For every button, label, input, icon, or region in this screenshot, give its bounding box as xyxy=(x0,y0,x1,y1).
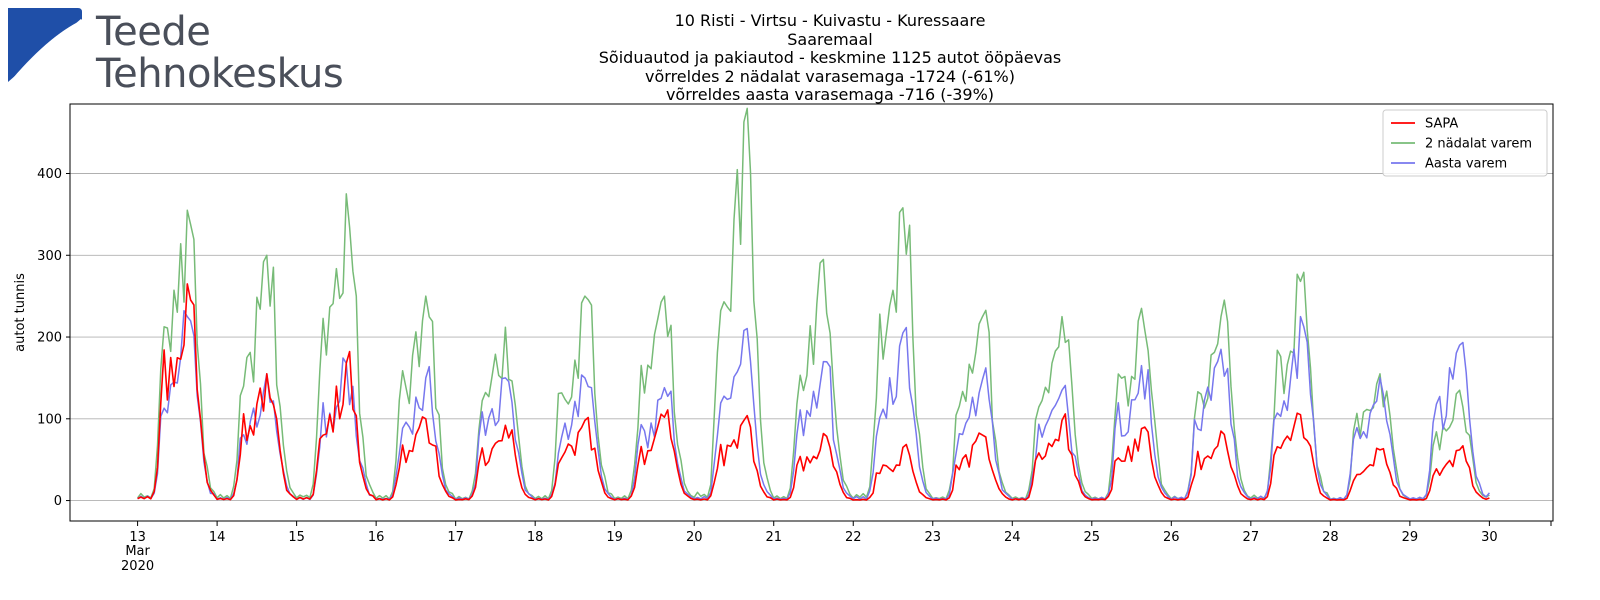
series-line-aasta-varem xyxy=(137,309,1490,501)
x-tick-label: 18 xyxy=(527,530,544,545)
y-axis-label: autot tunnis xyxy=(13,273,28,352)
plot-frame xyxy=(69,103,1554,522)
x-tick-sublabel: Mar xyxy=(125,544,150,559)
series-line-sapa xyxy=(137,283,1490,501)
title-line-5: võrreldes aasta varasemaga -716 (-39%) xyxy=(665,85,995,104)
x-tick-label: 14 xyxy=(209,530,226,545)
y-tick-label: 0 xyxy=(54,494,62,509)
x-tick-label: 24 xyxy=(1004,530,1021,545)
x-tick-label: 29 xyxy=(1402,530,1419,545)
y-tick-label: 200 xyxy=(37,331,62,346)
legend-label: SAPA xyxy=(1425,117,1458,132)
x-tick-sublabel: 2020 xyxy=(121,559,154,574)
logo-line-1: Teede xyxy=(96,9,211,55)
logo-line-2: Tehnokeskus xyxy=(96,51,344,97)
x-tick-label: 21 xyxy=(765,530,782,545)
x-tick-label: 17 xyxy=(447,530,464,545)
title-line-2: Saaremaal xyxy=(787,29,873,49)
y-tick-label: 100 xyxy=(37,412,62,427)
x-tick-label: 26 xyxy=(1163,530,1180,545)
legend-label: Aasta varem xyxy=(1425,157,1507,172)
x-tick-label: 13 xyxy=(129,530,146,545)
y-tick-label: 300 xyxy=(37,249,62,264)
chart-title: 10 Risti - Virtsu - Kuivastu - Kuressaar… xyxy=(540,11,1120,105)
logo: Teede Tehnokeskus xyxy=(7,8,344,94)
title-line-1: 10 Risti - Virtsu - Kuivastu - Kuressaar… xyxy=(674,11,986,30)
x-tick-label: 23 xyxy=(924,530,941,545)
x-tick-label: 19 xyxy=(606,530,623,545)
x-tick-label: 16 xyxy=(368,530,385,545)
x-tick-label: 30 xyxy=(1481,530,1498,545)
x-tick-label: 20 xyxy=(686,530,703,545)
x-tick-label: 28 xyxy=(1322,530,1339,545)
x-tick-label: 25 xyxy=(1084,530,1101,545)
x-tick-label: 27 xyxy=(1243,530,1260,545)
logo-mark-icon xyxy=(7,8,83,86)
x-tick-label: 15 xyxy=(288,530,305,545)
y-tick-label: 400 xyxy=(37,167,62,182)
legend-box xyxy=(1382,109,1548,177)
legend-label: 2 nädalat varem xyxy=(1425,137,1532,152)
x-tick-label: 22 xyxy=(845,530,862,545)
title-line-4: võrreldes 2 nädalat varasemaga -1724 (-6… xyxy=(645,66,1015,86)
series-line-2-n-dalat-varem xyxy=(137,107,1490,501)
title-line-3: Sõiduautod ja pakiautod - keskmine 1125 … xyxy=(598,48,1062,67)
